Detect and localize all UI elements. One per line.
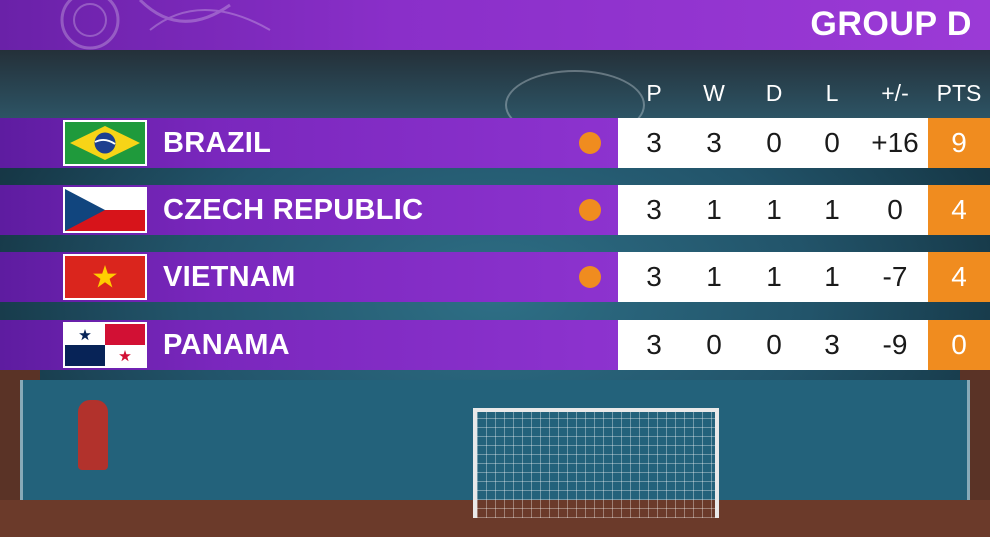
standings-row: CZECH REPUBLIC 3 1 1 1 0 4 [0, 185, 990, 235]
standings-row: BRAZIL 3 3 0 0 +16 9 [0, 118, 990, 168]
stat-played: 3 [646, 194, 662, 225]
stat-goal-difference: -7 [882, 261, 908, 292]
stat-goal-difference: 0 [887, 194, 903, 225]
column-header-lost: L [825, 80, 839, 106]
qualified-indicator [579, 199, 601, 221]
team-stats: 3 1 1 1 -7 [618, 252, 928, 302]
czech-republic-flag-icon [65, 189, 145, 231]
stat-points: 4 [951, 261, 967, 292]
team-name: BRAZIL [163, 127, 272, 159]
stat-won: 0 [706, 329, 722, 360]
group-title: GROUP D [810, 5, 972, 43]
stat-won: 1 [706, 261, 722, 292]
header-decoration-icon [60, 0, 271, 50]
stat-goal-difference: +16 [871, 127, 919, 158]
court-surround-bottom [0, 500, 990, 537]
team-name: CZECH REPUBLIC [163, 194, 424, 226]
stat-played: 3 [646, 329, 662, 360]
team-name: VIETNAM [163, 261, 296, 293]
column-header-points: PTS [936, 80, 982, 106]
standings-row: PANAMA 3 0 0 3 -9 0 [0, 320, 990, 370]
standings-column-headers: P W D L +/- PTS [618, 80, 990, 110]
stat-lost: 1 [824, 261, 840, 292]
team-flag [63, 254, 147, 300]
group-header-bar: GROUP D [0, 0, 990, 50]
column-header-played: P [646, 80, 662, 106]
vietnam-flag-icon [65, 256, 145, 298]
stat-drawn: 0 [766, 127, 782, 158]
stat-points: 9 [951, 127, 967, 158]
stat-points: 4 [951, 194, 967, 225]
court-floor [20, 380, 970, 510]
panama-flag-icon [65, 324, 145, 366]
standings-row: VIETNAM 3 1 1 1 -7 4 [0, 252, 990, 302]
column-header-goal-difference: +/- [881, 80, 909, 106]
team-flag [63, 187, 147, 233]
brazil-flag-icon [65, 122, 145, 164]
team-stats: 3 1 1 1 0 [618, 185, 928, 235]
stat-played: 3 [646, 127, 662, 158]
qualified-indicator [579, 132, 601, 154]
stat-goal-difference: -9 [882, 329, 908, 360]
team-name: PANAMA [163, 329, 290, 361]
stat-drawn: 1 [766, 261, 782, 292]
team-points-cell: 4 [928, 185, 990, 235]
goal-net [473, 408, 719, 518]
stat-drawn: 1 [766, 194, 782, 225]
team-flag [63, 322, 147, 368]
stat-lost: 1 [824, 194, 840, 225]
qualified-indicator [579, 266, 601, 288]
stat-won: 3 [706, 127, 722, 158]
team-stats: 3 0 0 3 -9 [618, 320, 928, 370]
stat-points: 0 [951, 329, 967, 360]
stat-lost: 0 [824, 127, 840, 158]
stat-lost: 3 [824, 329, 840, 360]
team-points-cell: 4 [928, 252, 990, 302]
team-points-cell: 9 [928, 118, 990, 168]
team-points-cell: 0 [928, 320, 990, 370]
stat-drawn: 0 [766, 329, 782, 360]
team-stats: 3 3 0 0 +16 [618, 118, 928, 168]
stat-played: 3 [646, 261, 662, 292]
stat-won: 1 [706, 194, 722, 225]
column-header-won: W [703, 80, 725, 106]
team-flag [63, 120, 147, 166]
arena-stands [0, 50, 990, 120]
player-figure [78, 400, 108, 470]
column-header-drawn: D [765, 80, 783, 106]
